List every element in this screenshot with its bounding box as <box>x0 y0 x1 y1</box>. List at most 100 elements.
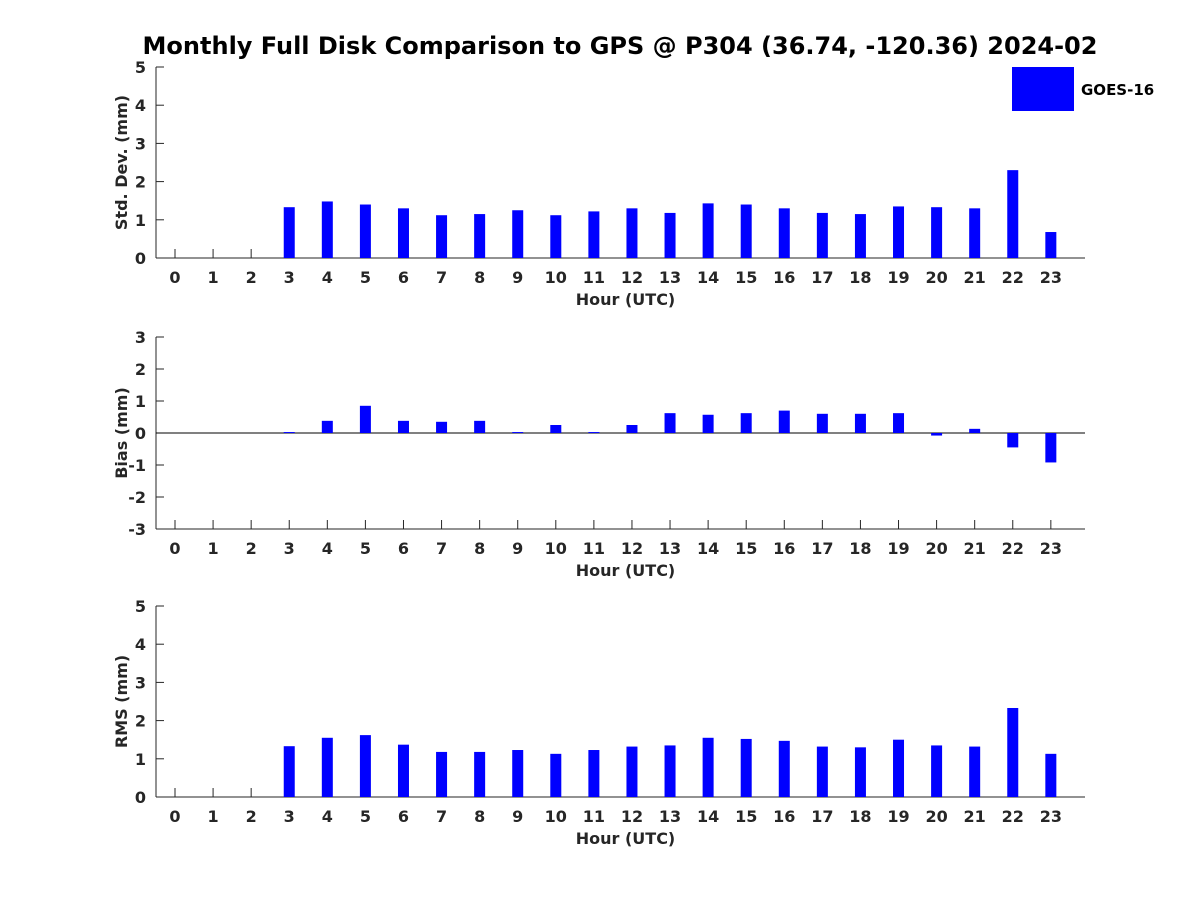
x-tick-label: 8 <box>474 807 485 826</box>
bar-hour-4 <box>321 201 333 258</box>
x-tick-label: 18 <box>849 807 871 826</box>
x-tick-label: 17 <box>811 268 833 287</box>
y-tick-label: 4 <box>135 96 146 115</box>
bar-hour-15 <box>740 204 752 258</box>
bar-hour-23 <box>1045 232 1057 258</box>
x-tick-label: 5 <box>360 268 371 287</box>
x-tick-label: 11 <box>583 807 605 826</box>
y-tick-label: -2 <box>128 488 146 507</box>
bar-hour-8 <box>474 420 486 433</box>
y-tick-label: 3 <box>135 134 146 153</box>
x-tick-label: 20 <box>925 807 947 826</box>
x-tick-label: 15 <box>735 268 757 287</box>
bar-hour-6 <box>397 420 409 433</box>
x-tick-label: 4 <box>322 807 333 826</box>
bar-hour-4 <box>321 420 333 433</box>
bar-hour-15 <box>740 413 752 433</box>
x-tick-label: 1 <box>208 539 219 558</box>
bar-hour-17 <box>816 413 828 433</box>
y-tick-label: 2 <box>135 360 146 379</box>
x-tick-label: 11 <box>583 539 605 558</box>
bar-hour-10 <box>550 753 562 797</box>
bar-hour-16 <box>778 740 790 797</box>
bar-hour-7 <box>436 215 448 258</box>
y-tick-label: 2 <box>135 712 146 731</box>
y-tick-label: 3 <box>135 328 146 347</box>
x-tick-label: 6 <box>398 268 409 287</box>
x-tick-label: 15 <box>735 539 757 558</box>
x-tick-label: 6 <box>398 807 409 826</box>
x-tick-label: 1 <box>208 268 219 287</box>
bar-hour-6 <box>397 208 409 258</box>
x-tick-label: 18 <box>849 268 871 287</box>
bar-hour-22 <box>1007 433 1019 448</box>
x-tick-label: 2 <box>246 807 257 826</box>
x-tick-label: 12 <box>621 268 643 287</box>
x-tick-label: 6 <box>398 539 409 558</box>
x-tick-label: 23 <box>1040 268 1062 287</box>
bar-hour-6 <box>397 744 409 797</box>
x-tick-label: 0 <box>169 268 180 287</box>
bar-hour-13 <box>664 212 676 258</box>
x-tick-label: 0 <box>169 807 180 826</box>
bar-hour-16 <box>778 208 790 258</box>
bar-hour-3 <box>283 746 295 797</box>
bar-hour-14 <box>702 203 714 258</box>
x-tick-label: 12 <box>621 539 643 558</box>
y-tick-label: 1 <box>135 750 146 769</box>
y-tick-label: 0 <box>135 249 146 268</box>
x-tick-label: 13 <box>659 539 681 558</box>
bar-hour-11 <box>588 750 600 797</box>
x-tick-label: 19 <box>887 268 909 287</box>
x-tick-label: 2 <box>246 268 257 287</box>
x-tick-label: 22 <box>1002 268 1024 287</box>
legend-label: GOES-16 <box>1081 81 1154 99</box>
bar-hour-15 <box>740 738 752 797</box>
bar-hour-13 <box>664 745 676 797</box>
x-tick-label: 16 <box>773 807 795 826</box>
y-axis-label: Bias (mm) <box>112 387 131 479</box>
x-tick-label: 14 <box>697 807 719 826</box>
legend-swatch <box>1012 67 1074 111</box>
x-tick-label: 20 <box>925 539 947 558</box>
bar-hour-20 <box>931 207 943 258</box>
x-tick-label: 19 <box>887 807 909 826</box>
x-tick-label: 9 <box>512 539 523 558</box>
x-tick-label: 21 <box>964 807 986 826</box>
x-tick-label: 20 <box>925 268 947 287</box>
x-axis-label: Hour (UTC) <box>576 829 676 848</box>
bar-hour-21 <box>969 208 981 258</box>
x-tick-label: 19 <box>887 539 909 558</box>
bar-hour-17 <box>816 212 828 258</box>
x-tick-label: 18 <box>849 539 871 558</box>
bar-hour-8 <box>474 751 486 797</box>
bar-hour-19 <box>893 206 905 258</box>
y-tick-label: 2 <box>135 173 146 192</box>
x-tick-label: 5 <box>360 807 371 826</box>
x-tick-label: 13 <box>659 807 681 826</box>
bar-hour-11 <box>588 211 600 258</box>
y-axis-label: RMS (mm) <box>112 655 131 748</box>
x-axis-label: Hour (UTC) <box>576 561 676 580</box>
x-tick-label: 7 <box>436 539 447 558</box>
y-tick-label: 5 <box>135 597 146 616</box>
y-tick-label: -1 <box>128 456 146 475</box>
x-tick-label: 21 <box>964 539 986 558</box>
bar-hour-4 <box>321 737 333 797</box>
bar-hour-5 <box>359 735 371 797</box>
bar-hour-23 <box>1045 753 1057 797</box>
bar-hour-13 <box>664 413 676 433</box>
bar-hour-20 <box>931 433 943 436</box>
bar-hour-5 <box>359 405 371 433</box>
x-tick-label: 10 <box>545 539 567 558</box>
y-tick-label: 3 <box>135 673 146 692</box>
y-tick-label: 1 <box>135 211 146 230</box>
x-tick-label: 3 <box>284 807 295 826</box>
y-tick-label: 4 <box>135 635 146 654</box>
x-tick-label: 16 <box>773 539 795 558</box>
x-tick-label: 11 <box>583 268 605 287</box>
bar-hour-5 <box>359 204 371 258</box>
bar-hour-3 <box>283 432 295 434</box>
